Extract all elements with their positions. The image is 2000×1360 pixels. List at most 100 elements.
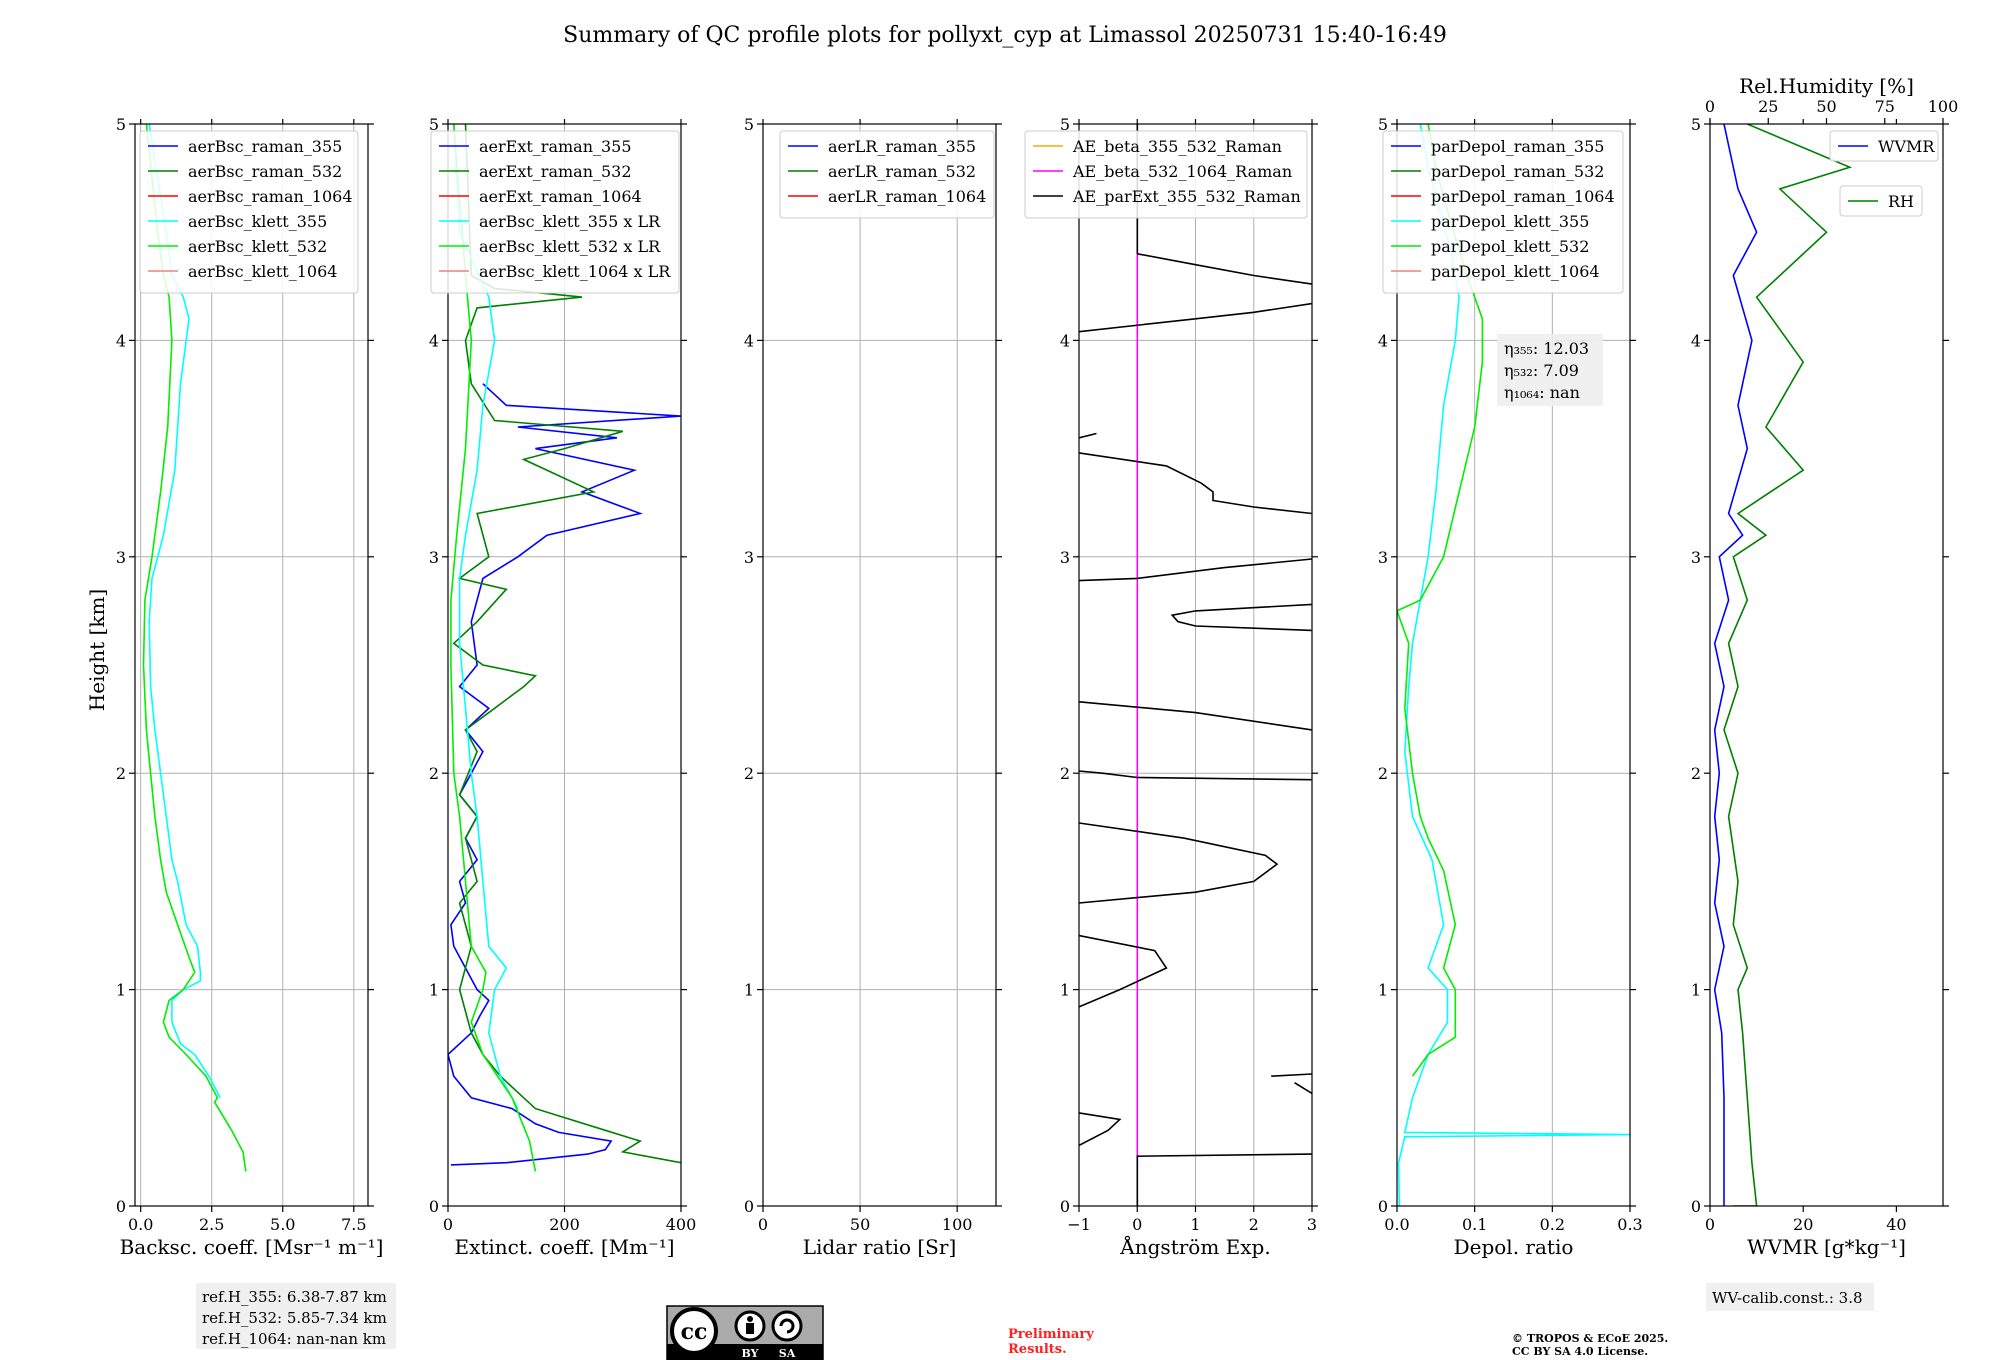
y-tick-label: 4: [116, 331, 126, 350]
y-tick-label: 2: [1378, 764, 1388, 783]
panel-3: 0 50 100 0 1 2 3 4 5 Lidar ratio [Sr] aerLR_raman_…: [744, 115, 1002, 1259]
y-tick-label: 0: [744, 1197, 754, 1216]
x2-axis-label: Rel.Humidity [%]: [1739, 74, 1914, 98]
legend-label: AE_parExt_355_532_Raman: [1072, 187, 1301, 206]
y-tick-label: 5: [429, 115, 439, 134]
copyright-line-1: © TROPOS & ECoE 2025.: [1512, 1332, 1668, 1345]
legend-label: aerBsc_klett_532: [188, 237, 327, 256]
x2-tick-label: 0: [1705, 97, 1715, 116]
x-tick-label: 50: [850, 1215, 870, 1234]
y-tick-label: 0: [116, 1197, 126, 1216]
y-tick-label: 2: [1691, 764, 1701, 783]
y-tick-label: 4: [1060, 331, 1070, 350]
y-tick-label: 3: [1691, 548, 1701, 567]
panel-1: 0.0 2.5 5.0 7.5 0 1 2 3 4 5 Backsc. coeff. [Msr⁻¹ …: [116, 115, 384, 1259]
x-tick-label: −1: [1067, 1215, 1091, 1234]
y-tick-label: 3: [116, 548, 126, 567]
preliminary-line-2: Results.: [1008, 1342, 1067, 1357]
y-tick-label: 2: [1060, 764, 1070, 783]
legend-label: RH: [1888, 192, 1914, 211]
panels: 0.0 2.5 5.0 7.5 0 1 2 3 4 5 Backsc. coeff. [Msr⁻¹ …: [116, 74, 1958, 1259]
legend-label: parDepol_klett_1064: [1431, 262, 1600, 281]
legend-label: parDepol_klett_355: [1431, 212, 1589, 231]
x-tick-label: 0.0: [1384, 1215, 1409, 1234]
license-badge: cc BY SA: [666, 1305, 824, 1360]
x-tick-label: 40: [1886, 1215, 1906, 1234]
y-tick-label: 4: [744, 331, 754, 350]
series-line-WVMR: [1713, 124, 1758, 1206]
series-line-aerBsc_klett_355: [148, 124, 221, 1099]
plot-frame: [762, 123, 997, 1207]
y-tick-label: 2: [744, 764, 754, 783]
y-tick-label: 2: [429, 764, 439, 783]
y-tick-label: 5: [1378, 115, 1388, 134]
y-tick-label: 1: [1691, 981, 1701, 1000]
x-tick-label: 3: [1307, 1215, 1317, 1234]
legend-label: aerBsc_klett_532 x LR: [479, 237, 661, 256]
legend-label: WVMR: [1878, 137, 1935, 156]
x-axis-label: WVMR [g*kg⁻¹]: [1747, 1235, 1906, 1259]
x2-tick-label: 100: [1928, 97, 1959, 116]
eta-line: η₅₃₂: 7.09: [1504, 361, 1579, 380]
svg-text:cc: cc: [681, 1319, 708, 1345]
legend-label: aerExt_raman_532: [479, 162, 632, 181]
y-tick-label: 0: [1060, 1197, 1070, 1216]
plot-frame: [134, 123, 369, 1207]
legend-label: AE_beta_532_1064_Raman: [1072, 162, 1292, 181]
preliminary-line-1: Preliminary: [1008, 1327, 1094, 1342]
x-axis-label: Extinct. coeff. [Mm⁻¹]: [454, 1235, 674, 1259]
cc-by-sa-icon: cc: [670, 1307, 803, 1355]
series-line-aerBsc_klett_355 x LR: [453, 124, 519, 1109]
x-axis-label: Ångström Exp.: [1119, 1234, 1270, 1259]
legend-label: aerLR_raman_532: [828, 162, 976, 181]
y-tick-label: 5: [1691, 115, 1701, 134]
y-tick-label: 5: [116, 115, 126, 134]
x-axis-label: Depol. ratio: [1454, 1235, 1574, 1259]
ref-height-532: ref.H_532: 5.85-7.34 km: [202, 1309, 387, 1327]
y-tick-label: 0: [429, 1197, 439, 1216]
y-tick-label: 1: [1378, 981, 1388, 1000]
legend: WVMR RH: [1829, 130, 1939, 217]
x-tick-label: 400: [666, 1215, 697, 1234]
x-tick-label: 0: [1132, 1215, 1142, 1234]
x2-tick-label: 75: [1875, 97, 1895, 116]
panel-6: 0 20 40 0 1 2 3 4 5 WVMR [g*kg⁻¹] 0 25 50 75 100 Rel.Hu…: [1691, 74, 1958, 1259]
legend-label: aerLR_raman_1064: [828, 187, 986, 206]
wv-calib-text: WV-calib.const.: 3.8: [1712, 1289, 1863, 1307]
legend-label: parDepol_raman_355: [1431, 137, 1604, 156]
series-line-parDepol_klett_532: [1397, 124, 1484, 1077]
legend-label: aerExt_raman_355: [479, 137, 632, 156]
legend-label: aerBsc_raman_532: [188, 162, 342, 181]
y-tick-label: 1: [744, 981, 754, 1000]
x-tick-label: 5.0: [270, 1215, 295, 1234]
y-tick-label: 0: [1691, 1197, 1701, 1216]
legend: parDepol_raman_355 parDepol_raman_532 parD…: [1382, 130, 1624, 294]
series-line-aerBsc_klett_532: [142, 124, 247, 1172]
y-tick-label: 4: [1378, 331, 1388, 350]
x2-tick-label: 50: [1816, 97, 1836, 116]
series-line-aerBsc_klett_532 x LR: [450, 124, 537, 1172]
series-line-AE_parExt_355_532_Raman: [1079, 124, 1312, 1206]
y-tick-label: 2: [116, 764, 126, 783]
legend-label: aerExt_raman_1064: [479, 187, 642, 206]
y-tick-label: 3: [1060, 548, 1070, 567]
y-tick-label: 1: [116, 981, 126, 1000]
x-tick-label: 100: [942, 1215, 973, 1234]
x2-tick-label: 25: [1758, 97, 1778, 116]
x-tick-label: 20: [1793, 1215, 1813, 1234]
legend: aerLR_raman_355 aerLR_raman_532 aerLR_rama…: [779, 130, 995, 219]
x-axis-label: Lidar ratio [Sr]: [803, 1235, 957, 1259]
y-tick-label: 3: [744, 548, 754, 567]
legend-label: AE_beta_355_532_Raman: [1072, 137, 1282, 156]
x-tick-label: 2: [1249, 1215, 1259, 1234]
x-tick-label: 7.5: [341, 1215, 366, 1234]
legend-label: aerBsc_klett_1064 x LR: [479, 262, 671, 281]
series-line-parDepol_klett_355: [1397, 124, 1630, 1206]
wv-calib-box: WV-calib.const.: 3.8: [1706, 1283, 1874, 1311]
y-tick-label: 3: [1378, 548, 1388, 567]
y-tick-label: 5: [1060, 115, 1070, 134]
legend: aerExt_raman_355 aerExt_raman_532 aerExt_r…: [430, 130, 680, 294]
eta-line: η₃₅₅: 12.03: [1504, 339, 1589, 358]
